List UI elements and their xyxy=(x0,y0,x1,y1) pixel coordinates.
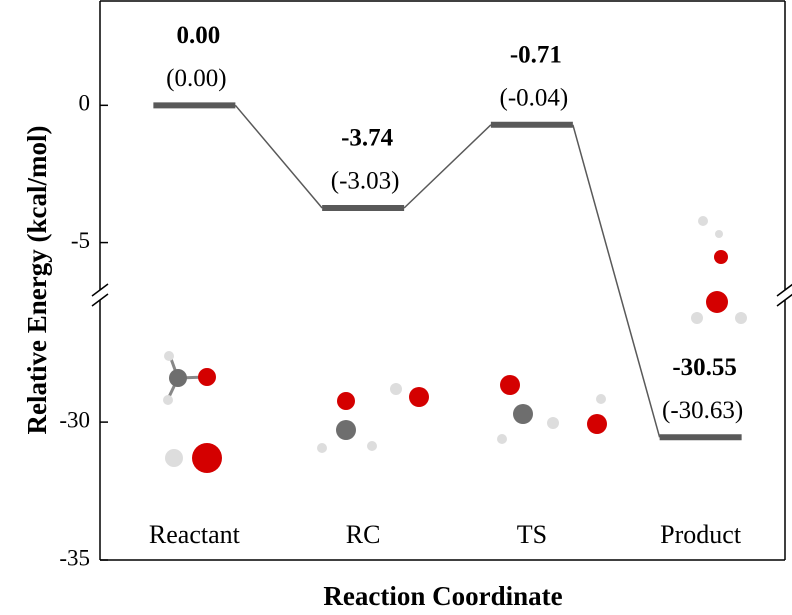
connector xyxy=(234,104,323,209)
y-tick-label: -35 xyxy=(59,545,90,570)
value-label: -3.74 xyxy=(341,125,394,152)
x-axis-title: Reaction Coordinate xyxy=(323,581,562,611)
alt-value-label: (0.00) xyxy=(166,65,226,92)
y-tick-label: -5 xyxy=(71,228,90,253)
axis-frame xyxy=(91,0,792,561)
y-tick-label: 0 xyxy=(79,91,91,116)
connector xyxy=(403,124,492,209)
y-axis-title: Relative Energy (kcal/mol) xyxy=(22,126,52,435)
y-tick-label: -30 xyxy=(59,407,90,432)
category-label: TS xyxy=(517,520,547,549)
connector xyxy=(572,124,661,438)
value-label: 0.00 xyxy=(177,22,221,49)
value-label: -0.71 xyxy=(510,42,562,69)
value-label: -30.55 xyxy=(672,354,737,381)
category-label: RC xyxy=(346,520,381,549)
alt-value-label: (-30.63) xyxy=(662,397,743,424)
category-label: Reactant xyxy=(149,520,241,549)
alt-value-label: (-0.04) xyxy=(500,85,569,112)
molecules xyxy=(163,216,747,473)
alt-value-label: (-3.03) xyxy=(331,168,400,195)
category-label: Product xyxy=(660,520,742,549)
